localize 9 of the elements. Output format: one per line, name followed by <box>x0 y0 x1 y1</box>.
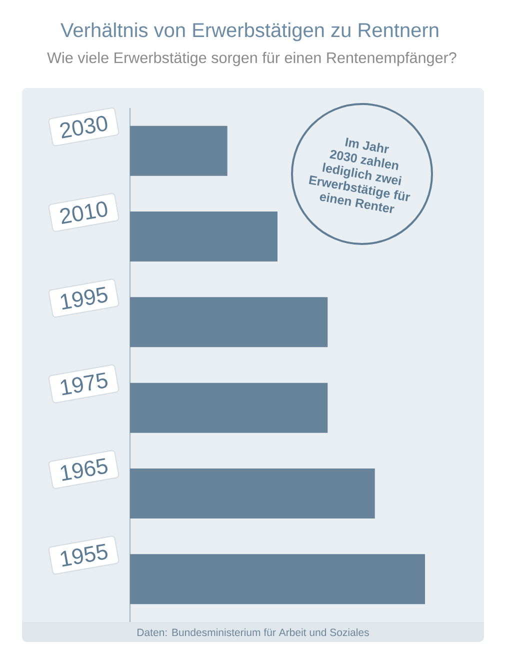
y-tick-label: 1965 <box>60 458 108 481</box>
chart-title: Verhältnis von Erwerbstätigen zu Rentnern <box>60 22 438 42</box>
text: Daten: Bundesministerium für Arbeit und Soziales <box>138 628 369 636</box>
y-tick-label: 1995 <box>60 286 108 310</box>
y-tick-label: 1955 <box>60 544 108 567</box>
y-tick-label: 1975 <box>60 372 108 396</box>
chart-subtitle: Wie viele Erwerbstätige sorgen für einen Rentenempfänger? <box>47 52 456 66</box>
y-tick-label: 2010 <box>60 202 108 224</box>
y-tick-label: 2030 <box>60 116 108 138</box>
